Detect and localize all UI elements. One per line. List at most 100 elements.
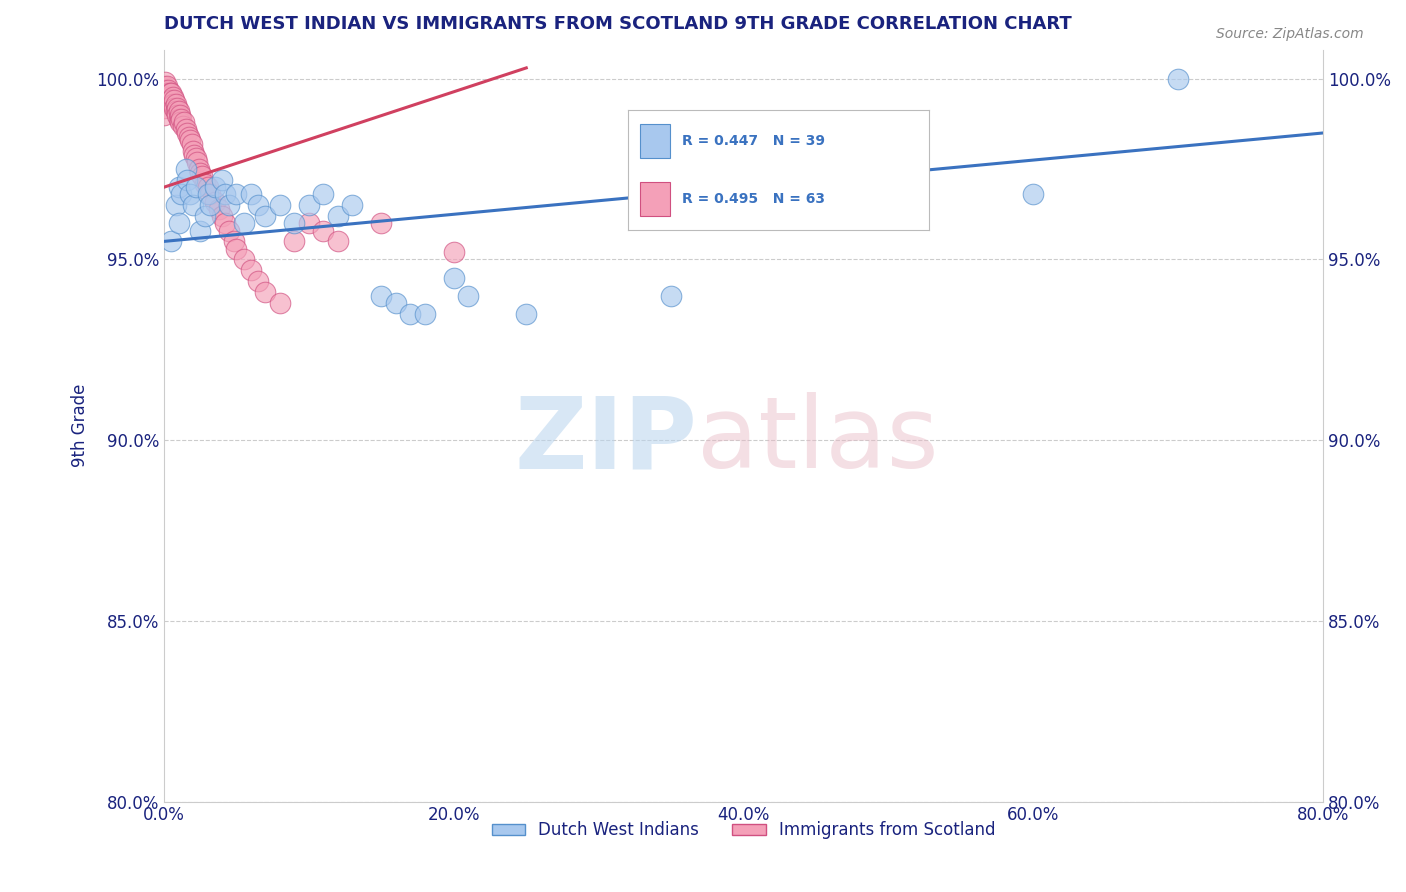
Point (183, 147, 205, 161)
Point (165, 198, 187, 212)
Point (413, 307, 436, 321)
Point (157, 82, 180, 96)
Point (162, 90, 184, 104)
Point (159, 86, 181, 100)
Point (370, 216, 392, 230)
Point (457, 288, 479, 302)
Point (312, 223, 335, 237)
Point (170, 187, 193, 202)
Point (179, 133, 201, 147)
Point (173, 115, 195, 129)
Point (176, 126, 198, 140)
Point (232, 216, 254, 230)
Point (186, 154, 208, 169)
Point (163, 101, 186, 115)
Point (172, 119, 194, 133)
Point (443, 270, 465, 285)
Point (153, 101, 176, 115)
Point (156, 78, 179, 93)
Point (200, 187, 222, 202)
Point (247, 274, 270, 288)
Point (188, 223, 211, 237)
Point (180, 136, 202, 151)
Point (200, 198, 222, 212)
Point (283, 235, 305, 249)
Point (176, 173, 198, 187)
Point (254, 209, 277, 223)
Point (157, 90, 180, 104)
Point (247, 198, 270, 212)
Point (659, 288, 682, 302)
Text: DUTCH WEST INDIAN VS IMMIGRANTS FROM SCOTLAND 9TH GRADE CORRELATION CHART: DUTCH WEST INDIAN VS IMMIGRANTS FROM SCO… (165, 15, 1071, 33)
Point (240, 263, 263, 277)
Point (283, 216, 305, 230)
Point (169, 115, 191, 129)
Point (197, 187, 219, 202)
Point (254, 285, 277, 299)
Point (167, 104, 190, 119)
Point (298, 216, 321, 230)
Point (153, 108, 176, 122)
Point (443, 245, 465, 260)
Point (214, 216, 236, 230)
Point (184, 180, 207, 194)
Text: ZIP: ZIP (515, 392, 697, 489)
Point (218, 198, 240, 212)
Point (214, 187, 236, 202)
Point (181, 144, 204, 158)
Point (218, 223, 240, 237)
Point (326, 209, 349, 223)
Point (165, 104, 187, 119)
Point (204, 180, 226, 194)
Point (169, 108, 191, 122)
Point (222, 235, 245, 249)
Point (162, 97, 184, 112)
Legend: Dutch West Indians, Immigrants from Scotland: Dutch West Indians, Immigrants from Scot… (485, 814, 1002, 846)
Point (166, 108, 188, 122)
Point (153, 86, 176, 100)
Point (166, 101, 188, 115)
Point (160, 86, 183, 100)
Point (399, 307, 422, 321)
Point (181, 198, 204, 212)
Point (326, 235, 349, 249)
Text: atlas: atlas (697, 392, 939, 489)
Point (167, 216, 190, 230)
Point (165, 97, 187, 112)
Point (385, 295, 408, 310)
Point (342, 198, 364, 212)
Point (225, 242, 247, 256)
Text: Source: ZipAtlas.com: Source: ZipAtlas.com (1216, 27, 1364, 41)
Point (194, 177, 217, 191)
Point (204, 194, 226, 209)
Y-axis label: 9th Grade: 9th Grade (72, 384, 89, 467)
Point (194, 209, 217, 223)
Point (370, 288, 392, 302)
Point (197, 180, 219, 194)
Point (312, 187, 335, 202)
Point (269, 295, 291, 310)
Point (1167, 71, 1189, 86)
Point (179, 187, 201, 202)
Point (155, 75, 177, 89)
Point (174, 122, 197, 136)
Point (160, 235, 183, 249)
Point (156, 86, 179, 100)
Point (167, 180, 190, 194)
Point (208, 202, 231, 216)
Point (163, 94, 186, 108)
Point (188, 166, 211, 180)
Point (1022, 187, 1045, 202)
Point (167, 112, 190, 126)
Point (153, 78, 176, 93)
Point (159, 94, 181, 108)
Point (177, 129, 200, 144)
Point (153, 94, 176, 108)
Point (269, 198, 291, 212)
Point (225, 187, 247, 202)
Point (160, 94, 183, 108)
Point (184, 151, 207, 165)
Point (211, 173, 233, 187)
Point (515, 307, 537, 321)
Point (190, 169, 212, 184)
